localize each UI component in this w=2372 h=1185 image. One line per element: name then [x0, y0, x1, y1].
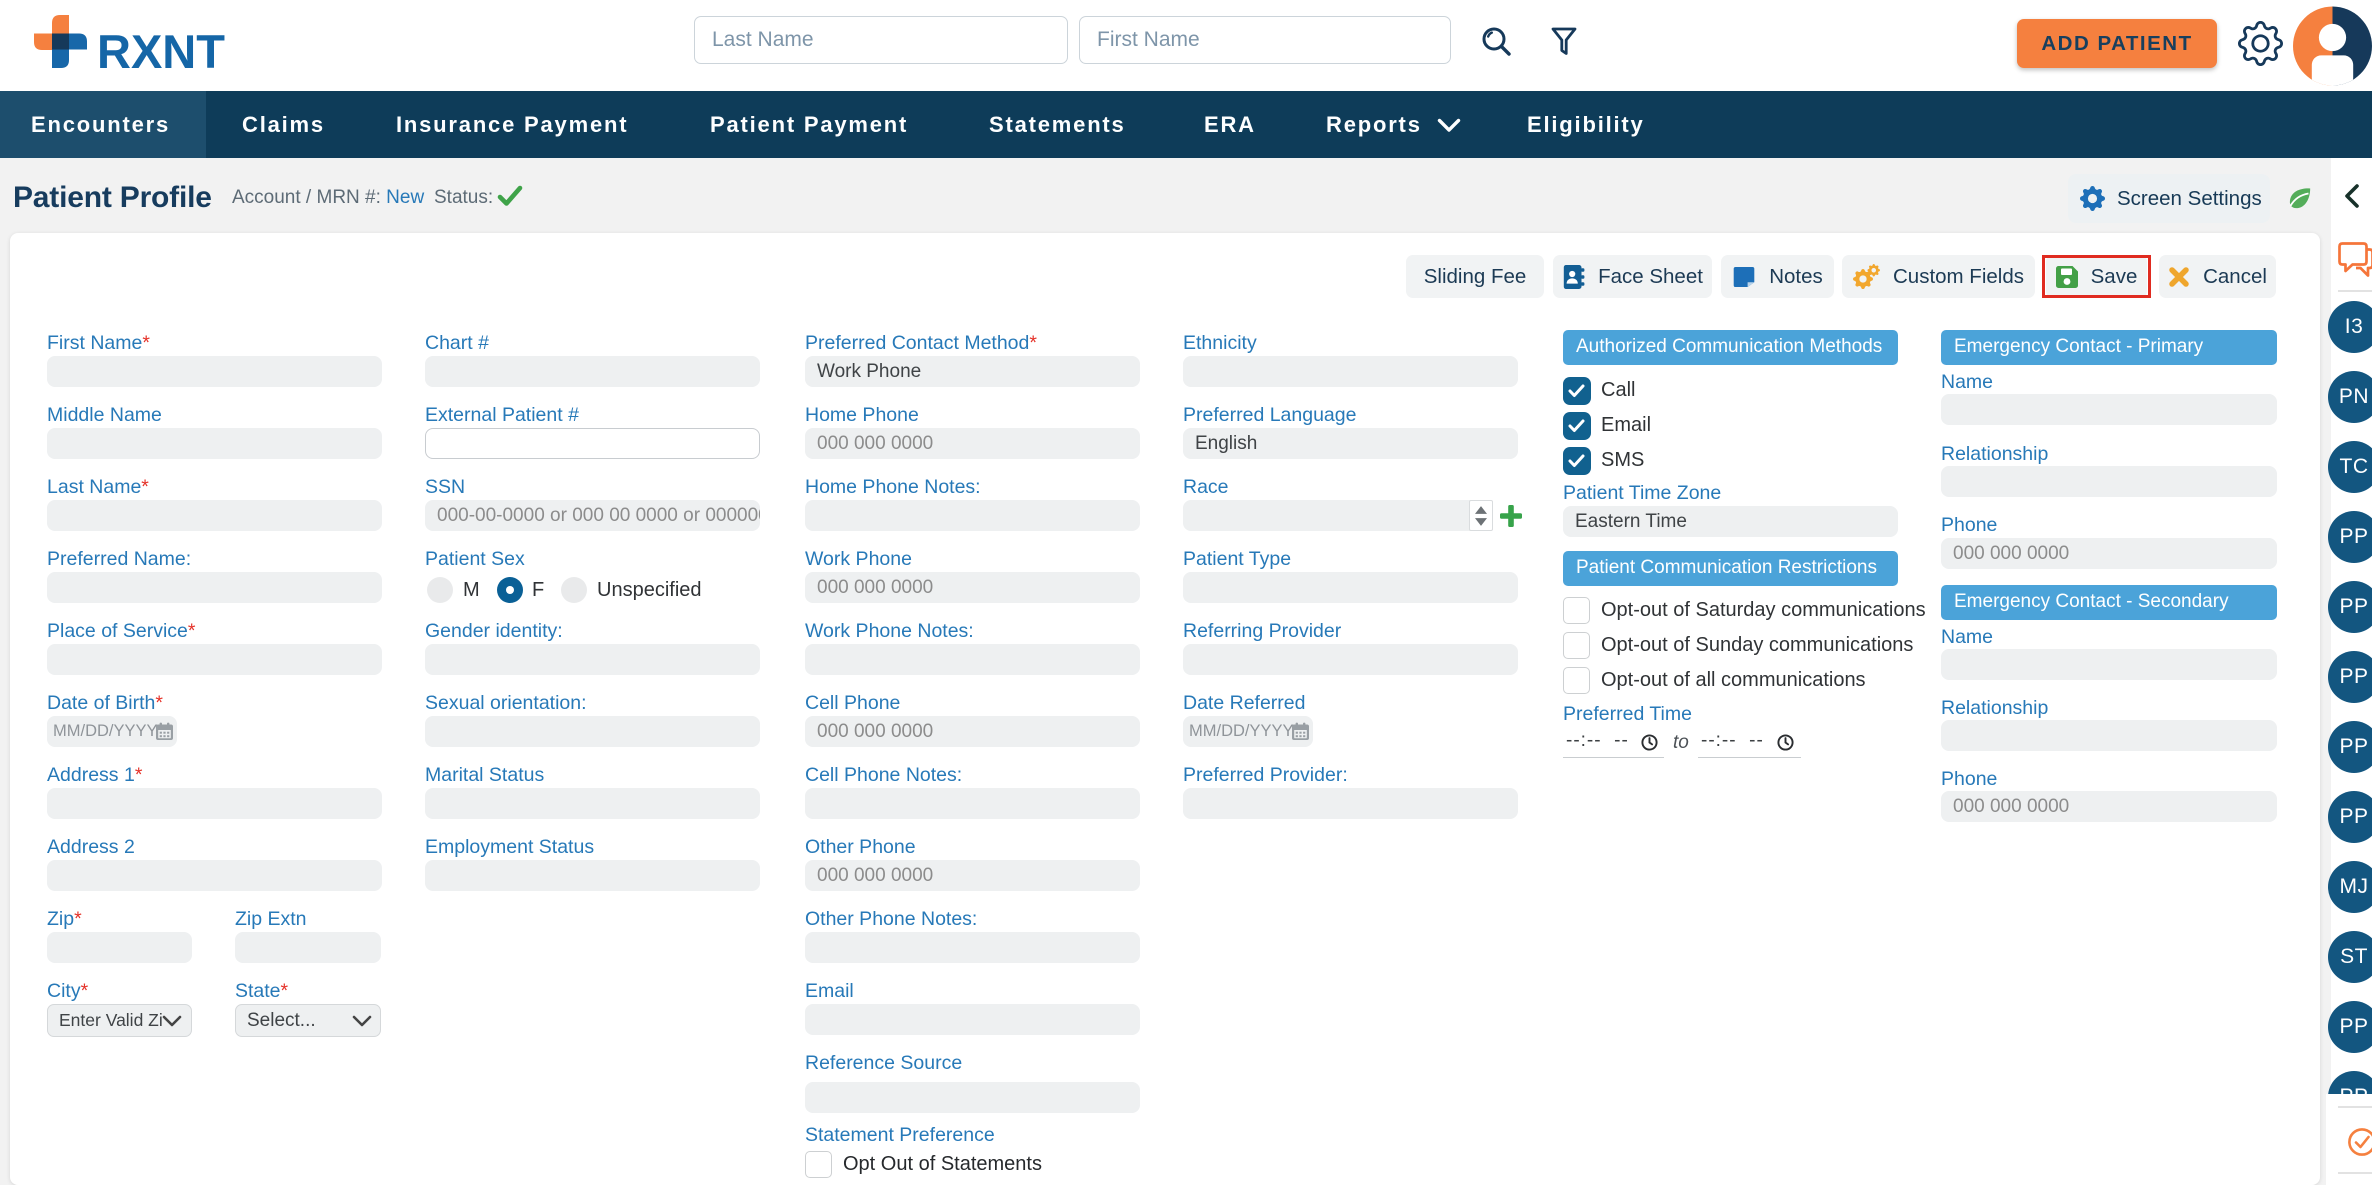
- svg-text:RXNT: RXNT: [97, 25, 225, 73]
